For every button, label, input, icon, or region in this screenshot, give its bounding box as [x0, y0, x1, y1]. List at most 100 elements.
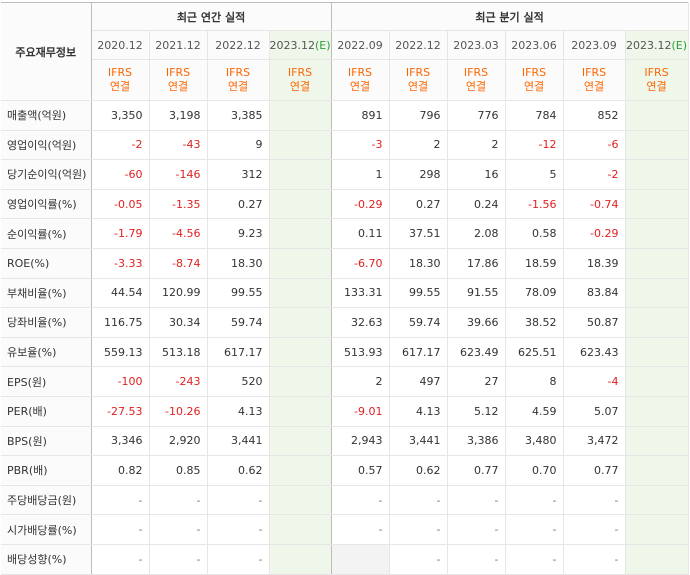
- table-cell: -: [563, 514, 626, 545]
- table-cell: 625.51: [505, 337, 564, 368]
- row-label: ROE(%): [1, 248, 92, 279]
- table-row: 당좌비율(%) 116.75 30.34 59.74 32.63 59.74 39.66 38…: [1, 307, 689, 338]
- table-cell: 5.07: [563, 396, 626, 427]
- accounting-basis: IFRS 연결: [447, 59, 506, 101]
- table-cell: 116.75: [91, 307, 150, 338]
- table-cell: -: [563, 544, 626, 575]
- quarter-period-header: 2023.06: [505, 30, 564, 60]
- table-cell: 2: [331, 366, 390, 397]
- table-cell: 2,943: [331, 426, 390, 457]
- table-cell: [625, 484, 689, 516]
- table-row: 당기순이익(억원) -60 -146 312 1 298 16 5 -2: [1, 159, 689, 190]
- row-label: 주당배당금(원): [1, 484, 92, 516]
- table-cell: 120.99: [149, 277, 208, 309]
- quarter-period-header: 2023.12(E): [625, 30, 689, 60]
- table-cell: [625, 455, 689, 486]
- table-cell: 3,386: [447, 426, 506, 457]
- table-cell: -3.33: [91, 248, 150, 279]
- table-cell: 0.27: [389, 188, 448, 220]
- row-label: BPS(원): [1, 426, 92, 457]
- table-cell: 18.39: [563, 248, 626, 279]
- row-label: 영업이익률(%): [1, 188, 92, 220]
- table-cell: 513.93: [331, 337, 390, 368]
- table-cell: 520: [207, 366, 270, 397]
- table-cell: -3: [331, 130, 390, 161]
- table-cell: -0.05: [91, 188, 150, 220]
- table-cell: 37.51: [389, 218, 448, 249]
- table-cell: -: [91, 544, 150, 575]
- estimate-mark: (E): [315, 38, 331, 52]
- table-cell: 83.84: [563, 277, 626, 309]
- table-cell: -6: [563, 130, 626, 161]
- table-cell: 2.08: [447, 218, 506, 249]
- table-cell: 0.11: [331, 218, 390, 249]
- table-cell: 2,920: [149, 426, 208, 457]
- row-label: 당기순이익(억원): [1, 159, 92, 190]
- table-cell: -: [207, 484, 270, 516]
- quarter-period-header: 2023.03: [447, 30, 506, 60]
- table-cell: [625, 396, 689, 427]
- table-cell: 99.55: [207, 277, 270, 309]
- table-cell: -243: [149, 366, 208, 397]
- table-cell: 0.77: [563, 455, 626, 486]
- table-cell: 4.13: [389, 396, 448, 427]
- table-cell: 9: [207, 130, 270, 161]
- table-cell: [269, 248, 332, 279]
- table-row: 배당성향(%) - - - - - - -: [1, 544, 689, 575]
- table-cell: 617.17: [207, 337, 270, 368]
- table-cell: [269, 426, 332, 457]
- table-cell: [269, 455, 332, 486]
- quarter-group-header: 최근 분기 실적: [331, 2, 689, 31]
- table-cell: [625, 307, 689, 338]
- table-cell: -: [447, 514, 506, 545]
- table-cell: 3,472: [563, 426, 626, 457]
- table-cell: 2: [389, 130, 448, 161]
- table-cell: 27: [447, 366, 506, 397]
- table-cell: 513.18: [149, 337, 208, 368]
- table-cell: 38.52: [505, 307, 564, 338]
- table-cell: 298: [389, 159, 448, 190]
- table-cell: [269, 484, 332, 516]
- table-cell: -: [149, 484, 208, 516]
- row-label: 순이익률(%): [1, 218, 92, 249]
- table-cell: 796: [389, 100, 448, 131]
- table-row: 주당배당금(원) - - - - - - - -: [1, 484, 689, 516]
- table-cell: 78.09: [505, 277, 564, 309]
- table-cell: 784: [505, 100, 564, 131]
- table-cell: 18.30: [207, 248, 270, 279]
- table-cell: 617.17: [389, 337, 448, 368]
- table-cell: [269, 337, 332, 368]
- table-cell: -: [505, 484, 564, 516]
- table-cell: [269, 307, 332, 338]
- accounting-basis: IFRS 연결: [389, 59, 448, 101]
- table-cell: 0.58: [505, 218, 564, 249]
- table-cell: 0.24: [447, 188, 506, 220]
- table-row: EPS(원) -100 -243 520 2 497 27 8 -4: [1, 366, 689, 397]
- table-cell: [331, 544, 390, 575]
- table-cell: -: [331, 484, 390, 516]
- table-cell: 5.12: [447, 396, 506, 427]
- table-cell: [269, 277, 332, 309]
- table-cell: -0.29: [331, 188, 390, 220]
- table-cell: 623.43: [563, 337, 626, 368]
- row-label: 영업이익(억원): [1, 130, 92, 161]
- table-cell: -9.01: [331, 396, 390, 427]
- table-cell: -43: [149, 130, 208, 161]
- table-cell: 8: [505, 366, 564, 397]
- annual-period-header: 2020.12: [91, 30, 150, 60]
- table-cell: 9.23: [207, 218, 270, 249]
- table-cell: -2: [91, 130, 150, 161]
- table-cell: 50.87: [563, 307, 626, 338]
- annual-period-header: 2021.12: [149, 30, 208, 60]
- table-cell: 2: [447, 130, 506, 161]
- annual-group-header: 최근 연간 실적: [91, 2, 332, 31]
- table-cell: 17.86: [447, 248, 506, 279]
- quarter-period-header: 2023.09: [563, 30, 626, 60]
- table-row: 순이익률(%) -1.79 -4.56 9.23 0.11 37.51 2.08 0.58 -0…: [1, 218, 689, 249]
- table-cell: [625, 366, 689, 397]
- table-cell: 3,350: [91, 100, 150, 131]
- accounting-basis: IFRS 연결: [91, 59, 150, 101]
- table-cell: -0.74: [563, 188, 626, 220]
- table-cell: 99.55: [389, 277, 448, 309]
- row-label: 당좌비율(%): [1, 307, 92, 338]
